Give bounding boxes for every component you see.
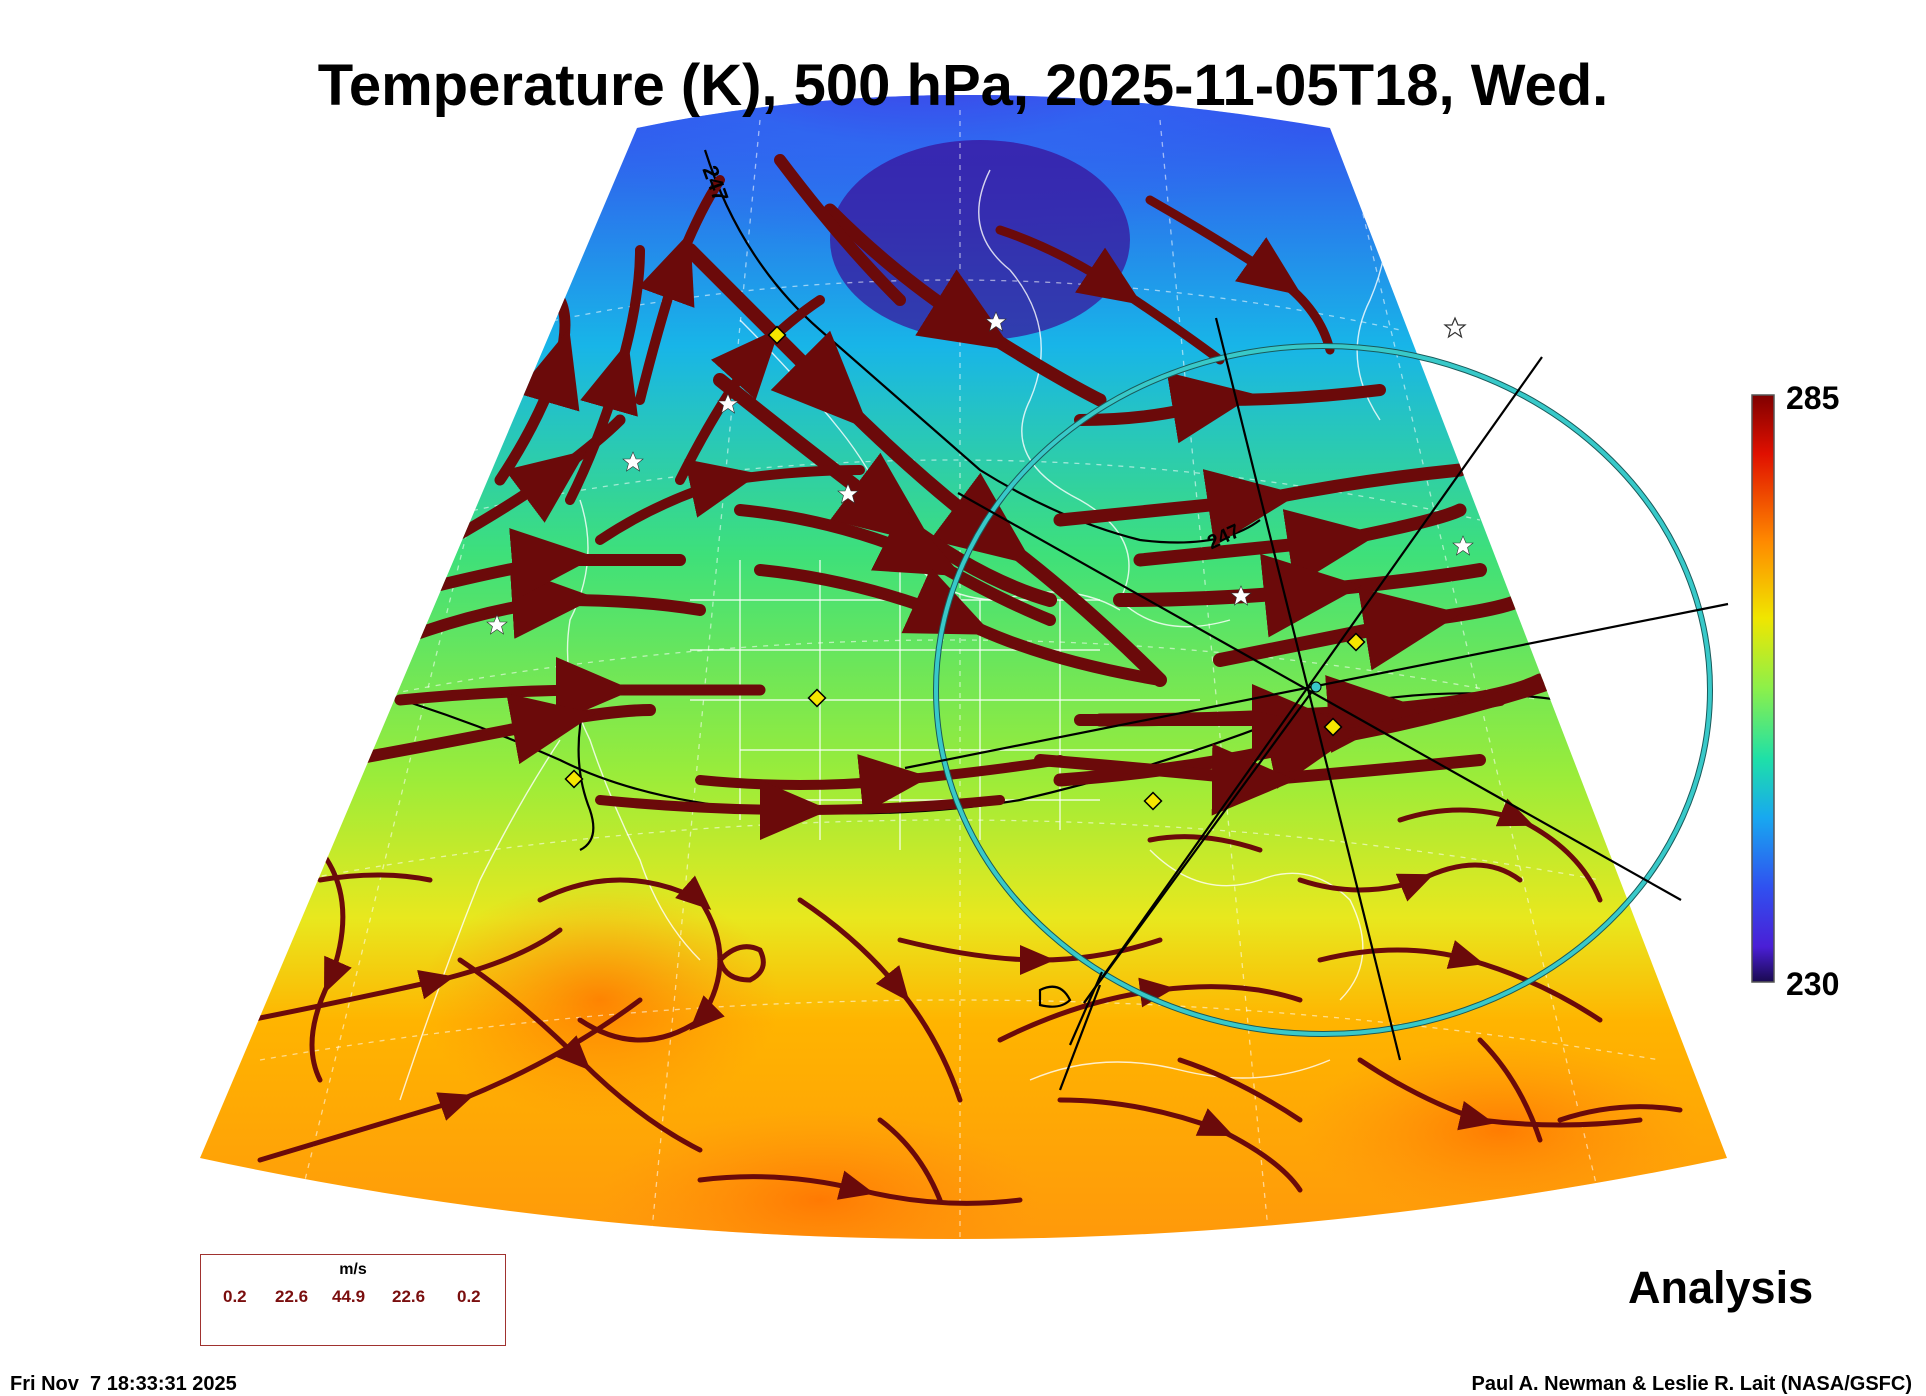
colorbar-max-label: 285	[1786, 380, 1840, 416]
legend-value: 0.2	[457, 1287, 481, 1306]
temperature-field	[200, 95, 1727, 1239]
station-diamonds	[564, 325, 1366, 811]
legend-value: 22.6	[275, 1287, 309, 1306]
star-marker	[1443, 316, 1467, 339]
legend-unit: m/s	[339, 1261, 367, 1278]
colorbar-min-label: 230	[1786, 966, 1840, 1002]
vortex-circle	[904, 317, 1729, 1091]
analysis-label: Analysis	[1628, 1262, 1814, 1313]
timestamp: Fri Nov 7 18:33:31 2025	[10, 1373, 237, 1395]
legend-value: 0.2	[223, 1287, 247, 1306]
page-title: Temperature (K), 500 hPa, 2025-11-05T18,…	[317, 53, 1609, 118]
credit: Paul A. Newman & Leslie R. Lait (NASA/GS…	[1471, 1373, 1912, 1395]
legend-value: 44.9	[332, 1287, 366, 1306]
wind-speed-legend: m/s 0.2 22.6 44.9 22.6 0.2	[200, 1254, 506, 1346]
colorbar	[1751, 394, 1775, 983]
legend-value: 22.6	[392, 1287, 426, 1306]
station-stars	[486, 311, 1474, 635]
